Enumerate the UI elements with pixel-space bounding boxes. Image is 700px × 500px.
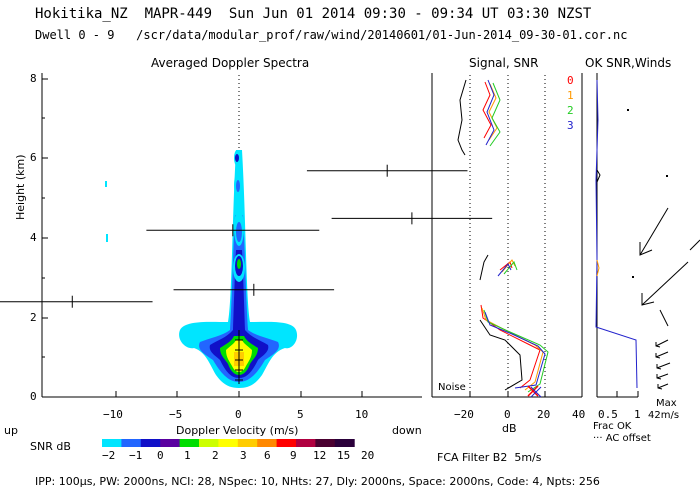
station-name: Hokitika_NZ — [35, 6, 128, 22]
wind-markers — [0, 164, 493, 308]
velocity-axis-label: Doppler Velocity (m/s) — [176, 424, 299, 437]
height-tick-0: 0 — [30, 390, 37, 403]
signal-trace-beam2 — [489, 82, 501, 147]
datetime-range: Sun Jun 01 2014 09:30 - 09:34 UT 03:30 N… — [228, 6, 592, 22]
snr-tick-9: 15 — [337, 449, 351, 462]
db-axis-label: dB — [502, 422, 517, 435]
db-tick-40: 40 — [572, 408, 586, 421]
height-tick-8: 8 — [30, 72, 37, 85]
snr-swatch-2 — [140, 439, 161, 447]
height-tick-4: 4 — [30, 231, 37, 244]
snr-scale-label: SNR dB — [30, 440, 71, 453]
ok-panel-title: OK SNR,Winds — [585, 56, 672, 70]
db-grid-lines — [469, 75, 546, 397]
header-dwell-line: Dwell 0 - 9 /scr/data/modular_prof/raw/w… — [35, 28, 627, 42]
signal-panel — [431, 73, 583, 398]
wind-arrows — [639, 207, 700, 390]
snr-swatch-5 — [199, 439, 219, 447]
max-label: Max — [656, 398, 677, 409]
spectra-panel — [0, 73, 493, 398]
up-label: up — [4, 424, 18, 437]
snr-swatch-7 — [237, 439, 258, 447]
db-tick-0: 0 — [504, 408, 511, 421]
snr-swatch-6 — [218, 439, 239, 447]
snr-swatch-3 — [160, 439, 181, 447]
velocity-tick-10: 10 — [355, 408, 369, 421]
file-path: /scr/data/modular_prof/raw/wind/20140601… — [136, 28, 628, 42]
beam-legend-0: 0 — [567, 74, 574, 87]
signal-panel-title: Signal, SNR — [469, 56, 539, 70]
max-wind-value: 42m/s — [648, 410, 680, 421]
snr-tick-0: −2 — [102, 449, 116, 462]
snr-swatch-4 — [179, 439, 200, 447]
snr-swatch-10 — [296, 439, 316, 447]
snr-tick-8: 12 — [313, 449, 327, 462]
beam-legend-3: 3 — [567, 119, 574, 132]
snr-tick-1: −1 — [129, 449, 143, 462]
db-axis-ticks — [469, 391, 583, 397]
snr-swatch-1 — [121, 439, 142, 447]
snr-swatch-12 — [334, 439, 355, 447]
snr-swatch-11 — [315, 439, 336, 447]
signal-trace-beam0 — [482, 81, 492, 139]
down-label: down — [392, 424, 422, 437]
snr-tick-6: 6 — [264, 449, 271, 462]
spectra-panel-title: Averaged Doppler Spectra — [151, 56, 310, 70]
snr-tick-2: 0 — [157, 449, 164, 462]
frac-ok-label: Frac OK — [593, 421, 632, 432]
velocity-tick-minus10: −10 — [103, 408, 123, 421]
ac-offset-label: ··· AC offset — [593, 433, 651, 444]
snr-tick-3: 1 — [184, 449, 191, 462]
filter-label: FCA Filter B2 — [437, 451, 508, 464]
velocity-tick-minus5: −5 — [169, 408, 183, 421]
dwell-range: Dwell 0 - 9 — [35, 28, 115, 42]
height-axis-label: Height (km) — [14, 154, 27, 220]
velocity-tick-5: 5 — [297, 408, 304, 421]
snr-tick-7: 9 — [290, 449, 297, 462]
height-tick-2: 2 — [30, 311, 37, 324]
beam-legend-2: 2 — [567, 104, 574, 117]
filter-info: FCA Filter B2 5m/s — [437, 451, 541, 464]
velocity-tick-0: 0 — [235, 408, 242, 421]
noise-crosses — [527, 385, 539, 397]
frac-tick-half: 0.5 — [598, 408, 618, 421]
snr-swatch-9 — [276, 439, 297, 447]
snr-color-scale — [102, 439, 355, 447]
beam-legend-1: 1 — [567, 89, 574, 102]
filter-value: 5m/s — [514, 451, 542, 464]
frac-tick-one: 1 — [634, 408, 641, 421]
acquisition-params: IPP: 100µs, PW: 2000ns, NCI: 28, NSpec: … — [35, 475, 600, 488]
db-tick-20: 20 — [537, 408, 551, 421]
signal-trace-beam3 — [485, 79, 495, 146]
height-axis-ticks — [42, 78, 48, 398]
height-tick-6: 6 — [30, 151, 37, 164]
snr-tick-10: 20 — [361, 449, 375, 462]
header-title-line: Hokitika_NZ MAPR-449 Sun Jun 01 2014 09:… — [35, 6, 591, 22]
instrument-name: MAPR-449 — [144, 6, 213, 22]
snr-tick-4: 2 — [212, 449, 219, 462]
noise-label: Noise — [438, 382, 466, 393]
ok-winds-panel — [595, 73, 700, 398]
signal-trace-black — [457, 79, 467, 156]
frac-ok-line — [595, 79, 638, 389]
snr-swatch-0 — [102, 439, 122, 447]
signal-trace-beam1 — [488, 83, 498, 141]
snr-swatch-8 — [257, 439, 278, 447]
snr-tick-5: 3 — [240, 449, 247, 462]
db-tick-minus20: −20 — [454, 408, 474, 421]
spectra-contours — [105, 150, 298, 388]
